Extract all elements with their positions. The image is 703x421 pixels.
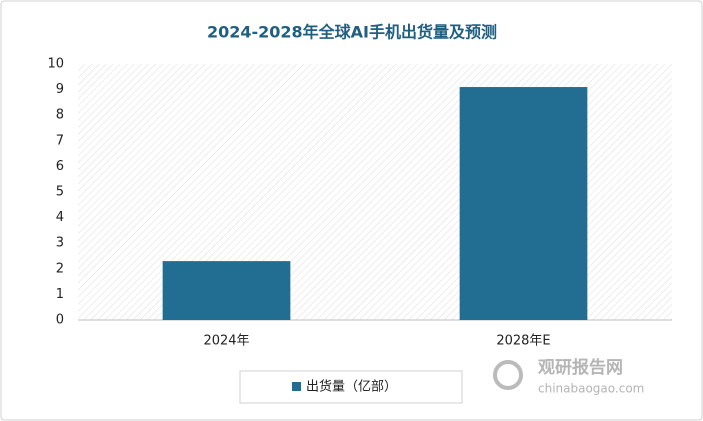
- chart-title: 2024-2028年全球AI手机出货量及预测: [207, 23, 497, 42]
- x-tick-label: 2024年: [203, 334, 249, 349]
- bar: [459, 87, 588, 320]
- y-tick-label: 0: [56, 313, 64, 328]
- y-tick-label: 1: [56, 287, 64, 302]
- y-tick-label: 3: [56, 236, 64, 251]
- watermark-url: chinabaogao.com: [538, 382, 644, 396]
- watermark-name: 观研报告网: [537, 357, 623, 378]
- y-tick-label: 10: [47, 57, 64, 72]
- x-tick-label: 2028年E: [496, 334, 550, 349]
- y-tick-label: 9: [56, 82, 64, 97]
- y-tick-label: 4: [56, 210, 64, 225]
- y-tick-label: 5: [56, 185, 64, 200]
- legend-label: 出货量（亿部）: [306, 379, 397, 395]
- y-tick-label: 8: [56, 108, 64, 123]
- y-tick-label: 6: [56, 159, 64, 174]
- bar: [162, 261, 291, 320]
- legend-marker: [292, 382, 301, 391]
- watermark: 观研报告网 chinabaogao.com: [493, 357, 644, 396]
- watermark-logo: [493, 360, 523, 390]
- y-tick-label: 7: [56, 133, 64, 148]
- y-tick-label: 2: [56, 261, 64, 276]
- legend: [239, 370, 463, 404]
